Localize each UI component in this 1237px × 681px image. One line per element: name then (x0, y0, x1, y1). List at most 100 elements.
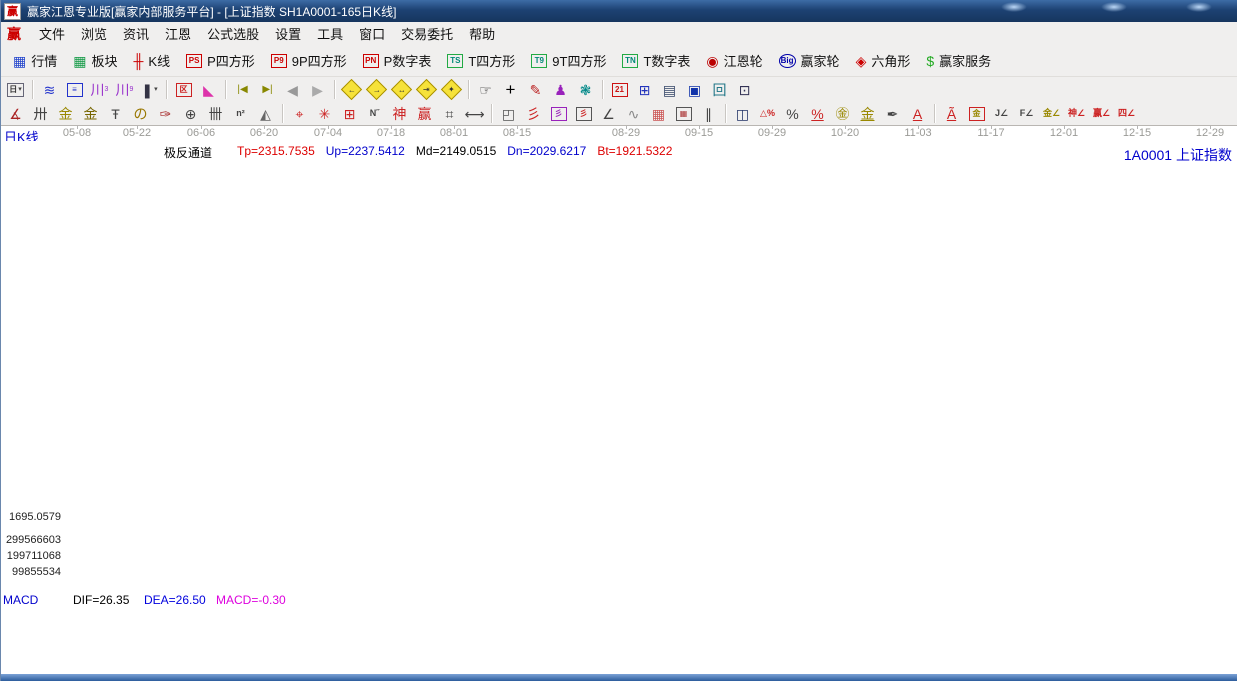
wave-tool[interactable]: ∿ (622, 103, 645, 125)
winner-wheel-button[interactable]: Big 赢家轮 (771, 48, 848, 74)
expand-button[interactable]: ✦ (440, 78, 463, 101)
calculator-button[interactable]: ⊞ (633, 79, 656, 101)
calendar-button[interactable]: 21 (608, 79, 631, 101)
fence-tool[interactable]: 卌 (204, 103, 227, 125)
sectors-button[interactable]: ▦ 板块 (65, 48, 125, 74)
region-button[interactable]: 区 (172, 79, 195, 101)
print-button-icon: ⊡ (738, 81, 751, 98)
skip-end-button[interactable]: ▶| (256, 79, 279, 101)
formation-button[interactable]: ≋ (38, 79, 61, 101)
parallel-lines-tool[interactable]: ∥ (697, 103, 720, 125)
jin-fence2-tool[interactable]: 金 (79, 103, 102, 125)
draw-compass-tool[interactable]: ✑ (154, 103, 177, 125)
a-line-tool[interactable]: A (906, 103, 929, 125)
date-tick (77, 126, 78, 129)
pattern-tool-button[interactable]: ❃ (574, 79, 597, 101)
shift-right-button[interactable]: → (365, 78, 388, 101)
t-number-table-button[interactable]: TN T数字表 (614, 48, 698, 74)
gann-fence-tool[interactable]: 卅 (29, 103, 52, 125)
mirror-tool[interactable]: ◭ (254, 103, 277, 125)
wave-n-tool[interactable]: Ν˝ (363, 103, 386, 125)
menu-item-1[interactable]: 浏览 (81, 27, 108, 42)
shift-both-button[interactable]: ↔ (390, 78, 413, 101)
kline-button[interactable]: ╫ K线 (126, 48, 179, 74)
print-button[interactable]: ⊡ (733, 79, 756, 101)
jin-circle-tool[interactable]: ㊎ (831, 103, 854, 125)
p-number-table-button[interactable]: PN P数字表 (355, 48, 440, 74)
menu-item-3[interactable]: 江恩 (165, 27, 192, 42)
measure-brush-tool[interactable]: ✒ (881, 103, 904, 125)
hexagon-button[interactable]: ◈ 六角形 (848, 48, 919, 74)
quotes-button[interactable]: ▦ 行情 (5, 48, 65, 74)
box-tool[interactable]: ◰ (497, 103, 520, 125)
t9-square-button[interactable]: T9 9T四方形 (523, 48, 614, 74)
hand-tool-button[interactable]: ☞ (474, 79, 497, 101)
shen-fence-tool[interactable]: 神 (388, 103, 411, 125)
circle-ticks-tool[interactable]: ⊕ (179, 103, 202, 125)
fan-lines-tool[interactable]: 彡 (522, 103, 545, 125)
p9-square-button[interactable]: P9 9P四方形 (263, 48, 355, 74)
spiral-tool[interactable]: の (129, 103, 152, 125)
prev-button[interactable]: ◀ (281, 79, 304, 101)
menu-item-4[interactable]: 公式选股 (207, 27, 260, 42)
compass-tool[interactable]: ∡ (4, 103, 27, 125)
p-square-button[interactable]: PS P四方形 (178, 48, 263, 74)
shen-angle-tool[interactable]: 神∠ (1065, 103, 1088, 125)
skip-start-button[interactable]: |◀ (231, 79, 254, 101)
notes-button[interactable]: ▤ (658, 79, 681, 101)
percent-tri-tool[interactable]: △% (756, 103, 779, 125)
chart-list-tool[interactable]: ◫ (731, 103, 754, 125)
n-square-tool-icon: n² (236, 108, 245, 118)
j-angle-tool[interactable]: J∠ (990, 103, 1013, 125)
percent-tool[interactable]: % (781, 103, 804, 125)
ruler-123-tool[interactable]: ⌗ (438, 103, 461, 125)
compress-button[interactable]: ⇥ (415, 78, 438, 101)
jin-angle-tool[interactable]: 金∠ (1040, 103, 1063, 125)
crosshair-button[interactable]: + (499, 79, 522, 101)
target-tool[interactable]: ⌖ (288, 103, 311, 125)
f-fence-tool[interactable]: Ŧ (104, 103, 127, 125)
menu-item-8[interactable]: 交易委托 (401, 27, 454, 42)
list-info-button[interactable]: ≡ (63, 79, 86, 101)
histogram-flag-button[interactable]: ◣ (197, 79, 220, 101)
percent-line-tool[interactable]: % (806, 103, 829, 125)
menu-item-9[interactable]: 帮助 (469, 27, 496, 42)
shift-left-button[interactable]: ← (340, 78, 363, 101)
jin-box-tool[interactable]: 金 (965, 103, 988, 125)
candle-period-button[interactable]: 日 ▾ (4, 79, 27, 101)
menu-item-2[interactable]: 资讯 (123, 27, 150, 42)
save-button[interactable]: ▣ (683, 79, 706, 101)
next-button[interactable]: ▶ (306, 79, 329, 101)
menu-item-5[interactable]: 设置 (275, 27, 302, 42)
pen-tool-button[interactable]: ✎ (524, 79, 547, 101)
grid-star-tool[interactable]: ⊞ (338, 103, 361, 125)
angle-lines-tool[interactable]: ∠ (597, 103, 620, 125)
capture-button[interactable]: 回 (708, 79, 731, 101)
ying-angle-tool[interactable]: 赢∠ (1090, 103, 1113, 125)
width-measure-tool[interactable]: ⟷ (463, 103, 486, 125)
gann-wheel-button[interactable]: ◉ 江恩轮 (698, 48, 770, 74)
jin-line-tool[interactable]: 金 (856, 103, 879, 125)
winner-service-button[interactable]: $ 赢家服务 (918, 48, 999, 74)
crosshair-button-icon: + (505, 80, 516, 99)
menu-bar: 赢 文件 浏览 资讯 江恩 公式选股 设置 工具 窗口 交易委托 帮助 (1, 22, 1237, 46)
magnet-tool-button[interactable]: ♟ (549, 79, 572, 101)
fan-box-red-tool[interactable]: 彡 (572, 103, 595, 125)
f-angle-tool[interactable]: F∠ (1015, 103, 1038, 125)
t-square-button[interactable]: TS T四方形 (439, 48, 523, 74)
n-square-tool[interactable]: n² (229, 103, 252, 125)
ying-fence-tool[interactable]: 赢 (413, 103, 436, 125)
starburst-tool[interactable]: ✳ (313, 103, 336, 125)
menu-item-6[interactable]: 工具 (317, 27, 344, 42)
wave-a-tool[interactable]: Ã (940, 103, 963, 125)
fan-box-purple-tool[interactable]: 彡 (547, 103, 570, 125)
grid-red-tool[interactable]: ▦ (647, 103, 670, 125)
candle-style-button[interactable]: ❚ ▾ (138, 79, 161, 101)
si-angle-tool[interactable]: 四∠ (1115, 103, 1138, 125)
menu-item-7[interactable]: 窗口 (359, 27, 386, 42)
jin-fence-tool[interactable]: 金 (54, 103, 77, 125)
menu-item-0[interactable]: 文件 (39, 27, 66, 42)
grid-red2-tool[interactable]: ▦ (672, 103, 695, 125)
